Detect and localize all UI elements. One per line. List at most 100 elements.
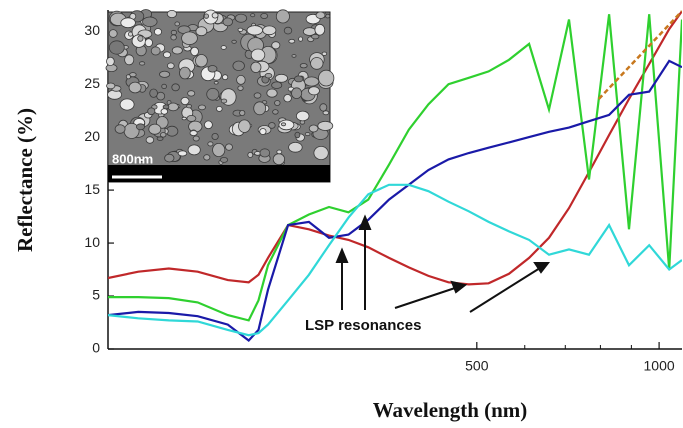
y-tick-label: 30 [84, 22, 100, 38]
sem-grain [254, 102, 266, 115]
sem-grain [315, 24, 325, 35]
sem-grain [168, 103, 179, 111]
sem-grain [314, 146, 328, 159]
sem-grain [162, 84, 167, 88]
sem-grain [240, 110, 245, 115]
sem-grain [139, 62, 144, 65]
scale-label: 800nm [112, 151, 153, 166]
y-tick-label: 20 [84, 128, 100, 144]
sem-grain [167, 10, 176, 17]
sem-grain [309, 125, 318, 132]
sem-grain [284, 27, 292, 34]
sem-grain [320, 104, 327, 111]
chart: 0510152025305001000 Reflectance (%) Wave… [0, 0, 683, 428]
inset-bar [108, 165, 330, 182]
arrow-head [337, 250, 347, 262]
x-axis-label: Wavelength (nm) [373, 398, 528, 422]
sem-grain [318, 121, 333, 130]
sem-grain [248, 152, 253, 157]
sem-grain [292, 55, 296, 58]
sem-grain [193, 136, 199, 141]
y-tick-label: 10 [84, 234, 100, 250]
sem-grain [322, 52, 327, 55]
sem-grain [260, 149, 270, 157]
sem-grain [319, 70, 334, 86]
sem-grain [208, 142, 213, 146]
sem-grain [181, 97, 189, 104]
sem-grain [222, 75, 227, 80]
arrow [395, 288, 455, 308]
sem-grain [300, 63, 307, 67]
sem-grain [309, 87, 320, 95]
sem-grain [284, 95, 292, 102]
sem-grain [214, 82, 218, 85]
sem-grain [109, 41, 124, 54]
sem-grain [182, 32, 198, 45]
sem-grain [187, 105, 192, 108]
sem-grain [126, 75, 130, 79]
sem-grain [273, 110, 279, 115]
sem-grain [260, 129, 266, 135]
sem-grain [208, 66, 217, 73]
sem-grain [204, 14, 208, 18]
sem-grain [316, 12, 325, 19]
sem-grain [221, 46, 226, 50]
sem-grain [276, 10, 289, 23]
sem-grain [180, 67, 191, 79]
y-tick-label: 25 [84, 75, 100, 91]
sem-grain [254, 93, 261, 98]
sem-grain [247, 26, 263, 35]
sem-grain [171, 35, 177, 40]
sem-grain [233, 61, 245, 71]
sem-grain [226, 144, 233, 150]
sem-grain [120, 99, 134, 110]
x-tick-label: 1000 [644, 358, 675, 374]
y-tick-label: 0 [92, 340, 100, 356]
sem-grain [121, 18, 136, 28]
sem-grain [150, 89, 158, 97]
sem-grain [304, 77, 318, 86]
sem-grain [157, 92, 165, 100]
sem-grain [216, 106, 222, 111]
y-axis-label: Reflectance (%) [13, 108, 37, 252]
y-tick-label: 15 [84, 181, 100, 197]
sem-grain [305, 133, 310, 136]
sem-grain [190, 131, 197, 136]
sem-grain [251, 62, 261, 72]
sem-grain [175, 22, 180, 26]
sem-grain [238, 28, 243, 31]
sem-grain [187, 115, 196, 121]
fit-line [599, 11, 682, 99]
annotation-arrows [337, 217, 548, 312]
sem-grain [149, 124, 161, 134]
sem-grain [232, 40, 237, 43]
sem-grain [239, 120, 251, 133]
sem-grain [261, 13, 268, 18]
sem-grain [125, 55, 134, 65]
sem-grain [265, 73, 272, 78]
sem-grain [289, 39, 295, 43]
sem-grain [136, 124, 144, 130]
sem-grain [161, 109, 168, 115]
sem-grain [281, 123, 285, 126]
sem-grain [221, 99, 227, 103]
sem-grain [267, 89, 277, 97]
sem-grain [107, 83, 115, 89]
sem-grain [145, 39, 152, 47]
sem-grain [220, 157, 227, 162]
sem-grain [294, 76, 303, 82]
sem-grain [196, 27, 207, 36]
sem-grain [160, 71, 170, 77]
x-tick-label: 500 [465, 358, 489, 374]
sem-grain [251, 14, 255, 17]
sem-grain [199, 105, 206, 110]
sem-grain [167, 63, 174, 69]
sem-grain [272, 82, 282, 89]
sem-grain [143, 17, 158, 27]
sem-grain [172, 84, 180, 91]
sem-grain [263, 26, 276, 35]
sem-grain [295, 132, 300, 138]
sem-grain [237, 75, 246, 84]
sem-grain [188, 145, 200, 155]
sem-grain [311, 58, 323, 70]
